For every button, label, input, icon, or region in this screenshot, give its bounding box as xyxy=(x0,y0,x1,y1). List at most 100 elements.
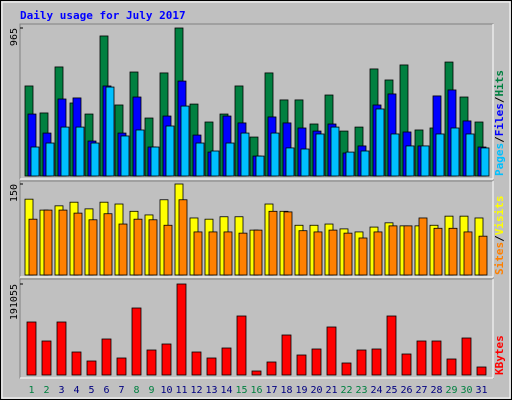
x-tick-label: 10 xyxy=(160,385,172,396)
x-tick-label: 26 xyxy=(400,385,412,396)
bar xyxy=(165,125,175,177)
bar xyxy=(296,354,307,376)
legend-separator: / xyxy=(493,96,506,103)
bar xyxy=(133,218,143,276)
bar xyxy=(30,146,40,177)
bar xyxy=(386,315,397,376)
bar xyxy=(193,231,203,276)
bar xyxy=(266,361,277,376)
legend-separator: / xyxy=(493,235,506,242)
bar xyxy=(43,209,53,276)
bar xyxy=(435,133,445,177)
bar xyxy=(163,224,173,276)
x-tick-label: 27 xyxy=(415,385,427,396)
bar xyxy=(283,211,293,276)
bar xyxy=(41,340,52,376)
bar xyxy=(360,150,370,177)
bar xyxy=(26,321,37,376)
bar xyxy=(345,151,355,177)
bar xyxy=(373,231,383,276)
legend-entry: Visits xyxy=(493,196,506,236)
y-tick-label: 965 xyxy=(9,28,20,46)
bar xyxy=(60,126,70,177)
x-tick-label: 7 xyxy=(118,385,124,396)
bar xyxy=(461,337,472,376)
legend-entry: Pages xyxy=(493,143,506,176)
bar xyxy=(371,348,382,376)
bar xyxy=(356,349,367,376)
legend: Sites/Visits xyxy=(493,196,506,276)
bar xyxy=(418,217,428,276)
bar xyxy=(71,351,82,376)
bar xyxy=(101,338,112,376)
x-tick-label: 1 xyxy=(28,385,34,396)
bar xyxy=(403,225,413,276)
bar xyxy=(315,133,325,177)
bar xyxy=(88,219,98,276)
bar xyxy=(463,231,473,276)
x-tick-label: 21 xyxy=(325,385,337,396)
bar xyxy=(73,212,83,276)
x-tick-label: 2 xyxy=(43,385,49,396)
bar xyxy=(433,227,443,276)
bar xyxy=(240,132,250,177)
bar xyxy=(416,340,427,376)
bar xyxy=(105,86,115,177)
bar xyxy=(176,283,187,376)
bar xyxy=(150,146,160,177)
x-tick-label: 20 xyxy=(310,385,322,396)
legend: Pages/Files/Hits xyxy=(493,70,506,176)
bar xyxy=(281,334,292,376)
x-tick-label: 29 xyxy=(445,385,457,396)
bar xyxy=(465,133,475,177)
x-tick-label: 24 xyxy=(370,385,382,396)
bar xyxy=(431,340,442,376)
bar xyxy=(206,357,217,376)
bar xyxy=(251,370,262,376)
bar xyxy=(313,231,323,276)
x-tick-label: 11 xyxy=(175,385,187,396)
bar xyxy=(178,199,188,276)
bar xyxy=(358,237,368,276)
bar xyxy=(326,326,337,376)
bar xyxy=(420,145,430,177)
bar xyxy=(446,358,457,376)
x-tick-label: 6 xyxy=(103,385,109,396)
bar xyxy=(328,229,338,276)
legend-entry: KBytes xyxy=(493,335,506,375)
bar xyxy=(448,227,458,276)
bar xyxy=(236,315,247,376)
bar xyxy=(221,347,232,376)
bar xyxy=(210,150,220,177)
bar xyxy=(116,357,127,376)
legend-entry: Hits xyxy=(493,70,506,97)
bar xyxy=(270,132,280,177)
bar xyxy=(285,147,295,177)
bar xyxy=(390,133,400,177)
bar xyxy=(300,148,310,177)
x-tick-label: 14 xyxy=(220,385,232,396)
x-tick-label: 28 xyxy=(430,385,442,396)
bar xyxy=(191,351,202,376)
bar xyxy=(131,307,142,376)
bar xyxy=(135,129,145,177)
bar xyxy=(375,108,385,177)
x-tick-label: 31 xyxy=(475,385,487,396)
bar xyxy=(90,142,100,177)
bar xyxy=(478,235,488,276)
bar xyxy=(75,126,85,177)
bar xyxy=(45,142,55,177)
bar xyxy=(225,142,235,177)
bar xyxy=(223,231,233,276)
y-tick-label: 150 xyxy=(9,184,20,202)
x-tick-label: 13 xyxy=(205,385,217,396)
bar xyxy=(28,218,38,276)
bar xyxy=(58,209,68,276)
bar xyxy=(330,126,340,177)
legend-entry: Files xyxy=(493,103,506,136)
y-tick-label: 191055 xyxy=(9,284,20,320)
x-tick-label: 25 xyxy=(385,385,397,396)
panel xyxy=(19,278,494,379)
